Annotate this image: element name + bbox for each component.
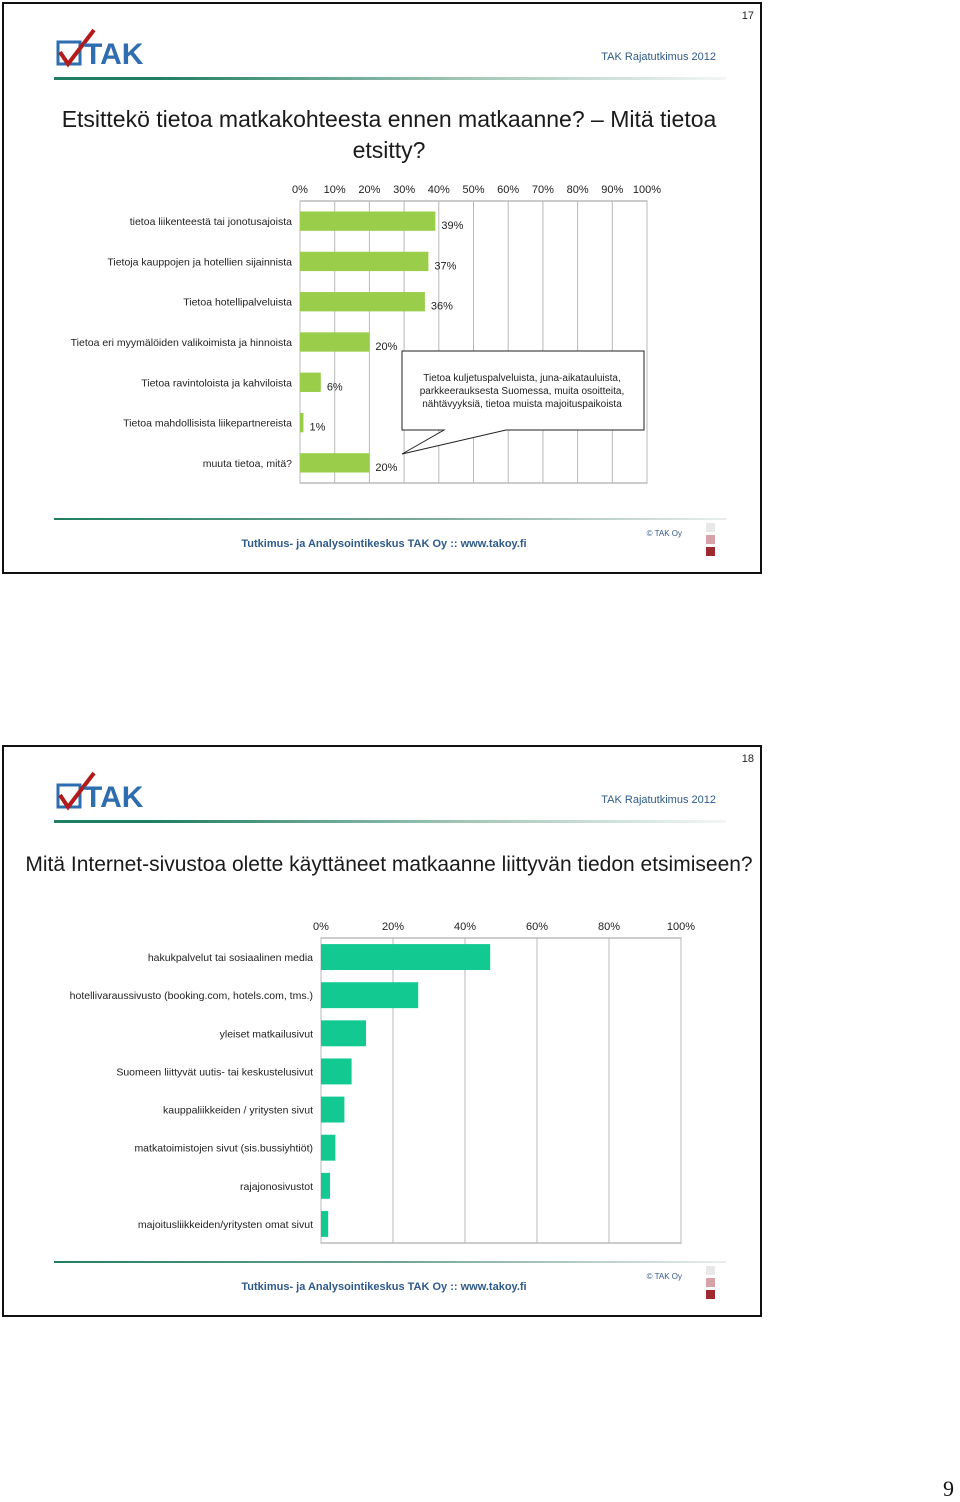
bar	[300, 332, 370, 352]
category-label: hotellivaraussivusto (booking.com, hotel…	[70, 990, 313, 1002]
header-title: TAK Rajatutkimus 2012	[601, 794, 716, 806]
x-tick-label: 0%	[292, 184, 308, 196]
category-label: muuta tietoa, mitä?	[203, 458, 292, 470]
bar	[300, 292, 425, 312]
tak-logo: TAK	[56, 28, 144, 71]
x-tick-label: 100%	[633, 184, 661, 196]
footer-divider	[54, 1261, 726, 1263]
chart-websites-used: 0% 20% 40% 60% 80% 100% hakukpalvelut tai sosi…	[70, 921, 695, 1244]
footer-square-dark	[706, 1290, 715, 1299]
bar	[321, 1020, 366, 1047]
footer-square-mid	[706, 535, 715, 544]
bar	[321, 1172, 330, 1199]
x-tick-label: 40%	[428, 184, 450, 196]
data-label: 20%	[375, 462, 397, 474]
x-tick-label: 20%	[382, 921, 404, 933]
category-label: tietoa liikenteestä tai jonotusajoista	[130, 216, 292, 228]
bar	[300, 251, 429, 272]
x-tick-label: 80%	[598, 921, 620, 933]
footer-square-light	[706, 1266, 715, 1275]
footer-square-dark	[706, 547, 715, 556]
x-tick-label: 100%	[667, 921, 695, 933]
bar	[321, 1210, 329, 1237]
data-label: 36%	[431, 301, 453, 313]
x-tick-label: 20%	[358, 184, 380, 196]
x-tick-label: 60%	[497, 184, 519, 196]
logo-text: TAK	[84, 38, 144, 71]
bar	[321, 944, 491, 971]
bar	[321, 1058, 352, 1085]
callout-box	[401, 350, 645, 455]
footer-square-light	[706, 523, 715, 532]
footer-text: Tutkimus- ja Analysointikeskus TAK Oy ::…	[241, 538, 527, 550]
slide-title: Etsittekö tietoa matkakohteesta ennen ma…	[61, 106, 717, 163]
copyright: © TAK Oy	[646, 529, 682, 538]
slide-18: 18 TAK TAK Rajatutkimus 2012 Mitä Intern…	[2, 745, 762, 1317]
x-tick-label: 10%	[324, 184, 346, 196]
bar	[321, 982, 419, 1009]
data-label: 6%	[327, 381, 343, 393]
callout-text: Tietoa kuljetuspalveluista, juna-aikatau…	[419, 373, 625, 410]
page-number: 9	[943, 1476, 954, 1501]
bar	[300, 211, 436, 231]
category-label: Tietoa mahdollisista liikepartnereista	[123, 418, 292, 430]
x-tick-label: 40%	[454, 921, 476, 933]
header-divider	[54, 820, 726, 823]
footer-square-mid	[706, 1278, 715, 1287]
bar	[300, 453, 370, 473]
data-label: 39%	[441, 220, 463, 232]
data-label: 20%	[375, 341, 397, 353]
category-label: kauppaliikkeiden / yritysten sivut	[163, 1105, 313, 1117]
category-label: Tietoja kauppojen ja hotellien sijainnis…	[107, 256, 292, 268]
header-divider	[54, 77, 726, 80]
category-label: Tietoa hotellipalveluista	[183, 297, 292, 309]
slide-title: Mitä Internet-sivustoa olette käyttäneet…	[25, 853, 753, 876]
data-label: 37%	[434, 260, 456, 272]
footer-text: Tutkimus- ja Analysointikeskus TAK Oy ::…	[241, 1281, 527, 1293]
category-label: Tietoa ravintoloista ja kahviloista	[141, 377, 292, 389]
category-label: Tietoa eri myymälöiden valikoimista ja h…	[71, 337, 293, 349]
logo-text: TAK	[84, 781, 144, 814]
bar	[321, 1096, 345, 1123]
bar	[300, 412, 304, 433]
category-label: matkatoimistojen sivut (sis.bussiyhtiöt)	[134, 1143, 313, 1155]
bar	[321, 1134, 336, 1161]
data-label: 1%	[309, 422, 325, 434]
tak-logo: TAK	[56, 771, 144, 814]
x-tick-label: 70%	[532, 184, 554, 196]
category-label: hakukpalvelut tai sosiaalinen media	[148, 952, 313, 964]
category-label: rajajonosivustot	[240, 1181, 313, 1193]
header-title: TAK Rajatutkimus 2012	[601, 51, 716, 63]
x-tick-label: 30%	[393, 184, 415, 196]
x-tick-label: 90%	[601, 184, 623, 196]
x-tick-label: 50%	[462, 184, 484, 196]
footer-divider	[54, 518, 726, 520]
slide-number: 18	[741, 753, 754, 765]
bar	[300, 372, 321, 392]
x-tick-label: 80%	[567, 184, 589, 196]
copyright: © TAK Oy	[646, 1272, 682, 1281]
category-label: majoitusliikkeiden/yritysten omat sivut	[138, 1219, 313, 1231]
x-tick-label: 0%	[313, 921, 329, 933]
slide-number: 17	[741, 10, 754, 22]
slide-17: 17 TAK TAK Rajatutkimus 2012 Etsittekö t…	[2, 2, 762, 574]
chart-info-sought: 0% 10% 20% 30% 40% 50% 60% 70% 80% 90% 100% tietoa …	[71, 184, 661, 484]
x-tick-label: 60%	[526, 921, 548, 933]
category-label: Suomeen liittyvät uutis- tai keskustelus…	[116, 1066, 313, 1078]
category-label: yleiset matkailusivut	[220, 1028, 313, 1040]
